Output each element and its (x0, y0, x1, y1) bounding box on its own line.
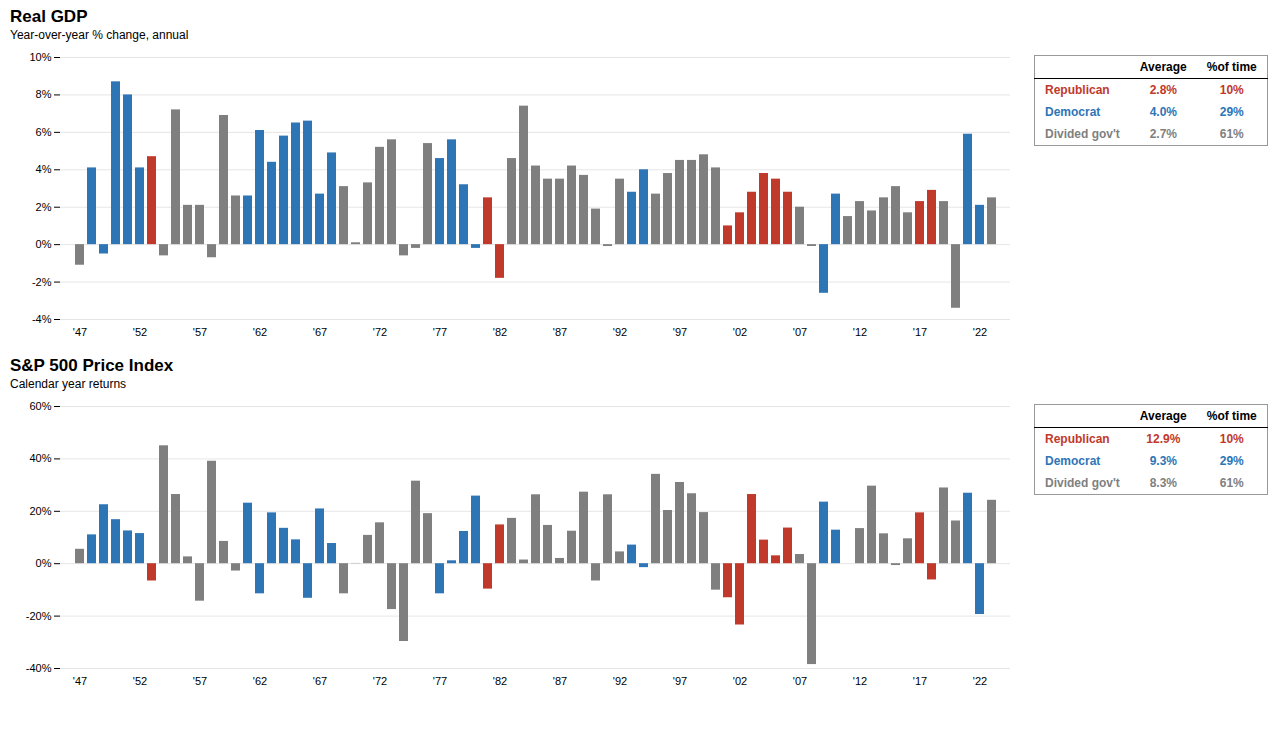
svg-text:'87: '87 (553, 675, 567, 687)
html-text:Divided gov't: Divided gov't (1045, 476, 1120, 490)
html-text:Year-over-year % change, annua: Year-over-year % change, annual (10, 28, 189, 42)
svg-text:40%: 40% (29, 452, 51, 464)
svg-text:'52: '52 (133, 326, 147, 338)
html-text:29%: 29% (1219, 105, 1244, 119)
html-text:61%: 61% (1219, 127, 1244, 141)
html-text:10%: 10% (1219, 83, 1244, 97)
svg-text:'97: '97 (673, 326, 687, 338)
html-text:9.3%: 9.3% (1149, 454, 1177, 468)
svg-text:'07: '07 (793, 675, 807, 687)
svg-text:'82: '82 (493, 326, 507, 338)
svg-text:-20%: -20% (26, 610, 52, 622)
svg-text:4%: 4% (36, 163, 52, 175)
svg-text:'92: '92 (613, 675, 627, 687)
svg-text:'82: '82 (493, 675, 507, 687)
svg-text:'22: '22 (973, 675, 987, 687)
svg-text:60%: 60% (29, 400, 51, 412)
svg-text:8%: 8% (36, 88, 52, 100)
svg-text:'22: '22 (973, 326, 987, 338)
html-text:Average: Average (1139, 60, 1187, 74)
svg-text:'47: '47 (73, 326, 87, 338)
svg-text:'02: '02 (733, 326, 747, 338)
svg-text:'52: '52 (133, 675, 147, 687)
html-text:Real GDP: Real GDP (10, 7, 88, 26)
html-text:Average: Average (1139, 409, 1187, 423)
html-text:%of time: %of time (1206, 409, 1257, 423)
svg-text:20%: 20% (29, 505, 51, 517)
svg-text:'97: '97 (673, 675, 687, 687)
svg-text:'72: '72 (373, 675, 387, 687)
html-text:29%: 29% (1219, 454, 1244, 468)
html-text:Republican: Republican (1045, 432, 1110, 446)
html-text:Divided gov't: Divided gov't (1045, 127, 1120, 141)
svg-text:'77: '77 (433, 675, 447, 687)
html-text:Democrat: Democrat (1045, 105, 1101, 119)
html-text:12.9%: 12.9% (1146, 432, 1181, 446)
svg-text:0%: 0% (36, 557, 52, 569)
svg-text:'72: '72 (373, 326, 387, 338)
html-text:61%: 61% (1219, 476, 1244, 490)
svg-text:'17: '17 (913, 675, 927, 687)
svg-text:'62: '62 (253, 675, 267, 687)
svg-text:'47: '47 (73, 675, 87, 687)
html-text:%of time: %of time (1206, 60, 1257, 74)
svg-text:'12: '12 (853, 326, 867, 338)
svg-text:'07: '07 (793, 326, 807, 338)
svg-text:'67: '67 (313, 675, 327, 687)
svg-text:'67: '67 (313, 326, 327, 338)
html-text:2.7%: 2.7% (1149, 127, 1177, 141)
html-text:Republican: Republican (1045, 83, 1110, 97)
svg-text:-4%: -4% (32, 313, 52, 325)
svg-text:'57: '57 (193, 326, 207, 338)
svg-text:-40%: -40% (26, 662, 52, 674)
svg-text:'17: '17 (913, 326, 927, 338)
svg-text:'77: '77 (433, 326, 447, 338)
html-text:2.8%: 2.8% (1149, 83, 1177, 97)
svg-text:6%: 6% (36, 126, 52, 138)
svg-text:2%: 2% (36, 201, 52, 213)
html-text:4.0%: 4.0% (1149, 105, 1177, 119)
svg-text:'57: '57 (193, 675, 207, 687)
html-text:Democrat: Democrat (1045, 454, 1101, 468)
svg-text:'92: '92 (613, 326, 627, 338)
html-text:8.3%: 8.3% (1149, 476, 1177, 490)
svg-text:0%: 0% (36, 238, 52, 250)
html-text:Calendar year returns: Calendar year returns (10, 377, 127, 391)
html-text:10%: 10% (1219, 432, 1244, 446)
svg-text:-2%: -2% (32, 276, 52, 288)
svg-text:'12: '12 (853, 675, 867, 687)
svg-text:'87: '87 (553, 326, 567, 338)
html-text:S&P 500 Price Index: S&P 500 Price Index (10, 356, 174, 375)
svg-text:'02: '02 (733, 675, 747, 687)
svg-text:10%: 10% (29, 51, 51, 63)
svg-text:'62: '62 (253, 326, 267, 338)
